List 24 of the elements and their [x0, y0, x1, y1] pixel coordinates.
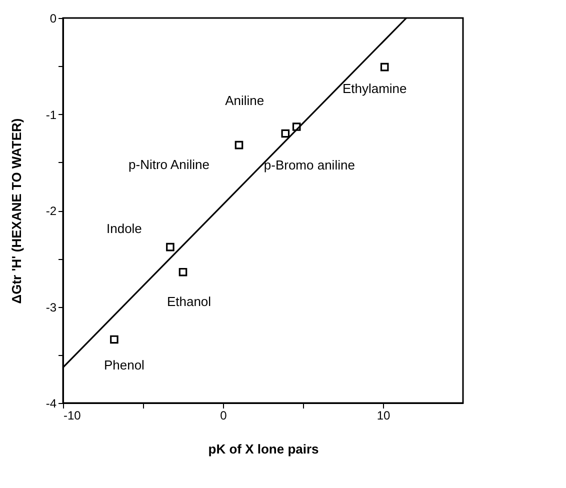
point	[178, 268, 188, 276]
point	[234, 140, 244, 150]
x-tick-label: 0	[220, 408, 228, 422]
y-axis-title: ΔGtr 'H' (HEXANE TO WATER)	[8, 118, 24, 304]
point	[110, 335, 118, 344]
x-tick-label: -10	[64, 408, 82, 422]
y-tick-label: -4	[46, 396, 57, 410]
x-axis-title: pK of X lone pairs	[208, 442, 319, 456]
point	[292, 122, 301, 131]
annotation: Ethylamine	[342, 81, 407, 96]
y-tick-label: -2	[46, 204, 57, 218]
annotation: Aniline	[225, 92, 264, 108]
y-tick-label: 0	[50, 12, 57, 26]
annotation: p-Nitro Aniline	[128, 157, 210, 172]
annotation: Ethanol	[166, 294, 212, 310]
annotation: p-Bromo aniline	[264, 158, 355, 172]
annotation: Indole	[106, 221, 142, 236]
y-tick-label: -3	[46, 300, 57, 314]
x-tick-label: 10	[376, 408, 390, 422]
point	[166, 242, 174, 252]
point	[380, 62, 389, 72]
y-tick-label: -1	[46, 108, 57, 122]
annotation: Phenol	[104, 357, 145, 372]
point	[281, 129, 290, 138]
